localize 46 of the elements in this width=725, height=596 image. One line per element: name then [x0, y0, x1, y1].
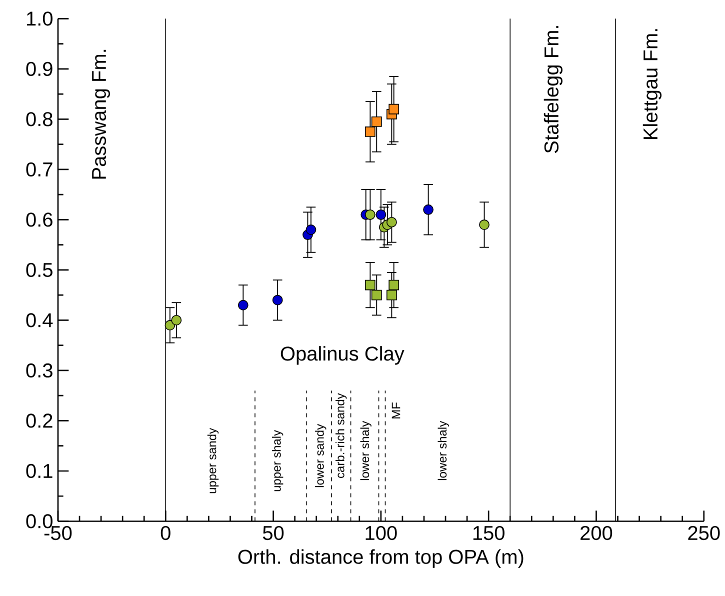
- annotation: MF: [392, 402, 400, 418]
- point: [364, 210, 376, 220]
- annotation: lower sandy: [315, 424, 326, 488]
- x-tick-label: -50: [44, 526, 72, 540]
- x-tick-label: 50: [262, 526, 284, 540]
- y-tick-label: 0.0: [26, 514, 52, 528]
- point: [386, 217, 397, 228]
- point: [364, 280, 376, 290]
- point: [376, 210, 386, 220]
- annotation: Passwang Fm.: [92, 50, 110, 179]
- y-tick-label: 0.1: [26, 464, 52, 478]
- point: [272, 294, 283, 306]
- annotation: Staffelegg Fm.: [544, 26, 562, 154]
- annotation: upper sandy: [207, 428, 219, 494]
- point: [371, 290, 382, 300]
- x-tick-label: 100: [366, 526, 397, 540]
- y-tick-label: 0.5: [26, 262, 52, 278]
- point: [364, 126, 376, 137]
- point: [306, 224, 316, 235]
- x-tick-label: 150: [473, 526, 504, 540]
- y-tick-label: 0.7: [26, 162, 52, 177]
- annotation: lower shaly: [438, 420, 449, 480]
- point: [386, 290, 397, 300]
- point: [371, 116, 382, 127]
- y-tick-label: 0.8: [26, 112, 52, 126]
- y-tick-label: 0.2: [26, 414, 52, 428]
- annotation: lower shaly: [360, 420, 372, 480]
- x-tick-label: 0: [160, 526, 170, 540]
- y-tick-label: 0.9: [26, 62, 52, 76]
- y-tick-label: 0.4: [26, 313, 53, 328]
- y-tick-label: 0.6: [26, 212, 52, 227]
- x-tick-label: 200: [580, 526, 612, 540]
- point: [479, 220, 490, 230]
- point: [171, 315, 182, 326]
- point: [388, 104, 400, 114]
- point: [423, 204, 434, 215]
- annotation: carb.-rich sandy: [336, 393, 347, 478]
- x-axis-title: Orth. distance from top OPA (m): [238, 549, 524, 568]
- annotation: Klettgau Fm.: [642, 29, 662, 140]
- point: [388, 280, 400, 290]
- x-tick-label: 250: [688, 526, 720, 540]
- y-tick-label: 1.0: [27, 12, 52, 26]
- y-tick-label: 0.3: [26, 363, 52, 378]
- annotation: upper shaly: [272, 430, 284, 492]
- point: [238, 300, 248, 310]
- annotation: Opalinus Clay: [280, 346, 404, 365]
